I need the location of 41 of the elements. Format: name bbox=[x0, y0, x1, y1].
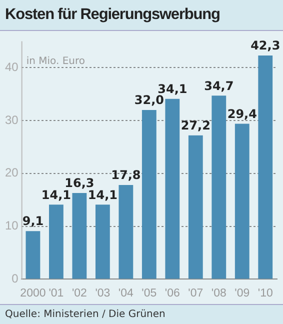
bar bbox=[212, 96, 226, 279]
y-tick-label: 0 bbox=[12, 272, 19, 286]
x-tick-label: '10 bbox=[258, 287, 273, 300]
x-tick-label: '02 bbox=[72, 287, 87, 300]
chart-title: Kosten für Regierungswerbung bbox=[0, 0, 283, 31]
data-label: 16,3 bbox=[64, 176, 94, 190]
bar bbox=[72, 192, 87, 279]
data-label: 14,1 bbox=[88, 188, 118, 202]
bar bbox=[234, 124, 250, 279]
y-tick-label: 10 bbox=[4, 218, 19, 233]
x-tick-label: '04 bbox=[118, 287, 134, 300]
data-label: 17,8 bbox=[111, 168, 141, 182]
y-tick-label: 40 bbox=[4, 60, 19, 74]
source-note: Quelle: Ministerien / Die Grünen bbox=[0, 304, 283, 324]
data-label: 42,3 bbox=[250, 38, 280, 53]
y-tick-label: 30 bbox=[4, 112, 19, 127]
y-axis-title: in Mio. Euro bbox=[26, 56, 86, 68]
x-tick-label: '06 bbox=[164, 287, 180, 300]
x-tick-label: '01 bbox=[48, 287, 64, 300]
data-label: 32,0 bbox=[134, 93, 164, 108]
bar bbox=[26, 231, 40, 279]
data-label: 14,1 bbox=[41, 188, 72, 202]
y-tick-label: 20 bbox=[4, 166, 19, 180]
bar bbox=[188, 135, 203, 279]
bar bbox=[95, 204, 110, 279]
x-tick-label: '03 bbox=[95, 287, 110, 300]
data-label: 9,1 bbox=[22, 214, 44, 228]
bar bbox=[49, 204, 64, 279]
x-tick-label: '05 bbox=[142, 287, 157, 300]
x-tick-label: '08 bbox=[211, 287, 226, 300]
bar bbox=[118, 185, 134, 279]
data-label: 34,1 bbox=[158, 82, 188, 96]
x-tick-label: 2000 bbox=[20, 287, 46, 300]
data-label: 27,2 bbox=[180, 118, 210, 132]
data-label: 34,7 bbox=[204, 78, 234, 93]
bar bbox=[165, 98, 180, 279]
x-tick-label: '07 bbox=[188, 287, 204, 300]
data-label: 29,4 bbox=[227, 106, 257, 121]
x-tick-label: '09 bbox=[234, 287, 250, 300]
bar bbox=[258, 55, 273, 279]
bar bbox=[142, 110, 156, 279]
